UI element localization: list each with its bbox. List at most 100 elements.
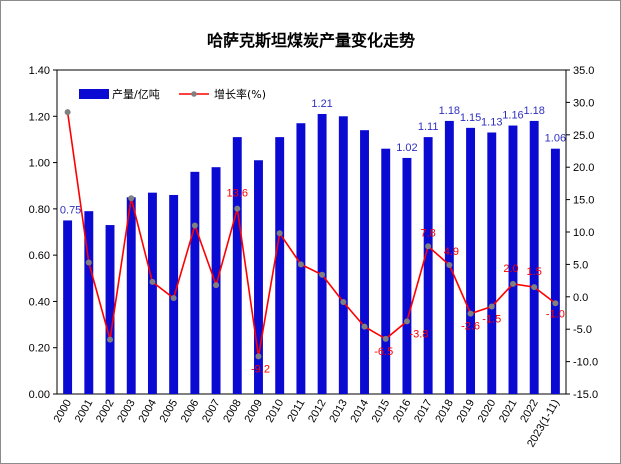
- left-axis: 0.00 0.20 0.40 0.60 0.80 1.00 1.20 1.40: [29, 65, 57, 401]
- x-tick-label: 2014: [348, 398, 371, 425]
- bar-data-labels: 0.751.211.021.111.181.15 1.131.16 1.181.06: [60, 98, 566, 216]
- left-tick-label: 0.80: [29, 204, 50, 216]
- legend-line-label: 增长率(%): [214, 87, 266, 101]
- bar-data-label: 1.21: [311, 98, 332, 110]
- bar: [508, 125, 518, 395]
- left-tick-label: 1.20: [29, 111, 50, 123]
- bar: [232, 137, 242, 394]
- bar: [402, 157, 412, 394]
- line-point: [319, 271, 326, 278]
- bar-data-label: 1.16: [502, 110, 523, 122]
- line-point: [467, 310, 474, 317]
- bar-data-label: 1.11: [418, 121, 439, 133]
- line-point: [425, 243, 432, 250]
- bar: [550, 148, 560, 394]
- legend-bar-swatch: [79, 89, 109, 99]
- line-point: [340, 298, 347, 305]
- line-data-labels: 13.6 -9.2 -6.5 -3.8 7.8 4.9 -2.6-1.5 2.0 1.5 -1.0: [227, 188, 565, 376]
- bar: [466, 127, 476, 394]
- right-tick-label: 25.0: [573, 130, 594, 142]
- line-point: [552, 300, 559, 307]
- legend-bar-label: 产量/亿吨: [112, 87, 160, 101]
- right-tick-label: 10.0: [573, 227, 594, 239]
- bar: [190, 171, 200, 394]
- bar-series: [63, 113, 560, 395]
- bar: [169, 194, 179, 394]
- x-tick-label: 2003: [115, 398, 138, 425]
- chart-title: 哈萨克斯坦煤炭产量变化走势: [207, 31, 415, 50]
- bar: [317, 113, 327, 394]
- right-tick-label: 30.0: [573, 97, 594, 109]
- right-tick-label: 5.0: [573, 259, 588, 271]
- left-tick-label: 1.40: [29, 65, 50, 77]
- bar: [296, 123, 306, 394]
- left-tick-label: 1.00: [29, 158, 50, 170]
- x-tick-label: 2002: [94, 398, 117, 425]
- bar-data-label: 1.15: [460, 112, 481, 124]
- x-axis: 2000200120022003200420052006200720082009…: [52, 398, 562, 450]
- line-point: [488, 303, 495, 310]
- line-point: [234, 205, 241, 212]
- x-tick-label: 2006: [179, 398, 202, 425]
- left-tick-label: 0.40: [29, 296, 50, 308]
- bar: [84, 211, 94, 394]
- x-tick-label: 2004: [136, 398, 159, 425]
- right-tick-label: -5.0: [573, 324, 592, 336]
- line-data-label: -9.2: [251, 363, 270, 375]
- bar: [275, 137, 285, 394]
- bar: [254, 160, 263, 394]
- right-axis: -15.0 -10.0 -5.0 0.0 5.0 10.0 15.0 20.0 25.0 30.0…: [566, 65, 598, 401]
- x-tick-label: 2018: [433, 398, 456, 425]
- right-tick-label: -10.0: [573, 357, 598, 369]
- x-tick-label: 2008: [221, 398, 244, 425]
- x-tick-label: 2015: [370, 398, 393, 425]
- bar-data-label: 1.02: [396, 142, 417, 154]
- bar: [529, 120, 539, 395]
- line-data-label: 4.9: [444, 246, 459, 258]
- bar: [487, 132, 497, 394]
- line-point: [64, 109, 71, 116]
- x-tick-label: 2005: [158, 398, 181, 425]
- line-point: [213, 282, 220, 289]
- bar: [211, 167, 221, 394]
- x-tick-label: 2016: [391, 398, 414, 425]
- x-tick-label: 2010: [264, 398, 287, 425]
- legend: 产量/亿吨 增长率(%): [79, 87, 266, 101]
- bar-data-label: 1.18: [523, 105, 544, 117]
- left-tick-label: 0.20: [29, 343, 50, 355]
- right-tick-label: 20.0: [573, 162, 594, 174]
- left-tick-label: 0.00: [29, 389, 50, 401]
- line-point: [255, 353, 262, 360]
- line-point: [170, 295, 177, 302]
- bar: [338, 116, 348, 395]
- bar: [126, 197, 136, 394]
- line-point: [446, 262, 453, 269]
- bar-data-label: 1.06: [545, 133, 566, 145]
- line-data-label: 13.6: [227, 188, 248, 200]
- line-data-label: 2.0: [503, 263, 518, 275]
- x-tick-label: 2021: [497, 398, 520, 425]
- x-tick-label: 2001: [73, 398, 96, 425]
- line-series: [64, 109, 559, 360]
- right-tick-label: 35.0: [573, 65, 594, 77]
- bar: [423, 137, 433, 394]
- line-point: [191, 222, 198, 229]
- x-tick-label: 2007: [200, 398, 223, 425]
- line-data-label: -6.5: [374, 346, 393, 358]
- bar: [444, 120, 454, 395]
- x-tick-label: 2017: [412, 398, 435, 425]
- x-tick-label: 2013: [327, 398, 350, 425]
- bar: [360, 130, 369, 394]
- bar-data-label: 1.13: [481, 116, 502, 128]
- x-tick-label: 2020: [476, 398, 499, 425]
- line-point: [509, 280, 516, 287]
- line-point: [128, 195, 135, 202]
- right-tick-label: -15.0: [573, 389, 598, 401]
- bar: [147, 192, 157, 394]
- line-point: [297, 261, 304, 268]
- line-data-label: -1.5: [482, 314, 501, 326]
- line-point: [149, 278, 156, 285]
- line-data-label: -3.8: [409, 328, 428, 340]
